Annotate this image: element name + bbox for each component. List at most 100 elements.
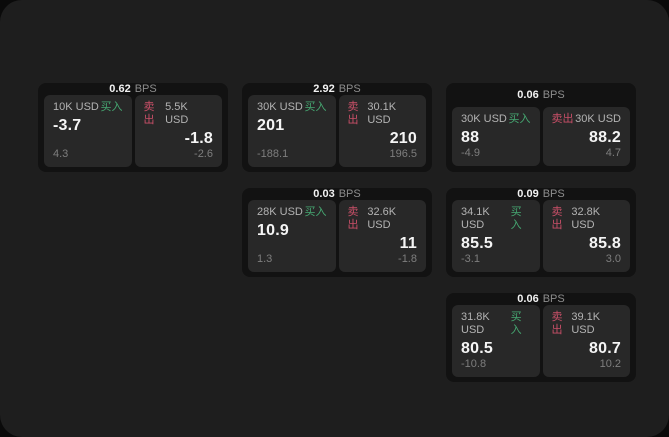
quote-card: 0.06 BPS 30K USD 买入 88 -4.9 卖出 30K USD (446, 83, 636, 172)
buy-side-label: 买入 (508, 113, 531, 125)
sell-quote-top: 卖出 30.1K USD (348, 101, 418, 127)
buy-side-label: 买入 (304, 206, 327, 218)
buy-amount: 30K USD (257, 101, 303, 113)
sell-quote-panel[interactable]: 卖出 32.8K USD 85.8 3.0 (542, 200, 630, 272)
buy-quote-top: 34.1K USD 买入 (461, 206, 531, 232)
card-body: 31.8K USD 买入 80.5 -10.8 卖出 39.1K USD 80.… (452, 305, 630, 377)
sell-amount: 30K USD (575, 113, 621, 125)
buy-side-label: 买入 (510, 206, 522, 231)
card-header: 0.06 BPS (452, 83, 630, 107)
sell-amount: 5.5K USD (165, 101, 189, 126)
card-body: 30K USD 买入 201 -188.1 卖出 30.1K USD 210 1… (248, 95, 426, 167)
quote-card: 0.62 BPS 10K USD 买入 -3.7 4.3 卖出 5.5K USD (38, 83, 228, 172)
card-header: 0.09 BPS (452, 188, 630, 200)
buy-side-label: 买入 (100, 101, 123, 113)
card-header: 0.06 BPS (452, 293, 630, 305)
card-body: 30K USD 买入 88 -4.9 卖出 30K USD 88.2 4.7 (452, 107, 630, 166)
sell-quote-panel[interactable]: 卖出 32.6K USD 11 -1.8 (338, 200, 426, 272)
buy-quote-panel[interactable]: 10K USD 买入 -3.7 4.3 (44, 95, 132, 167)
card-header: 0.62 BPS (44, 83, 222, 95)
bps-unit-label: BPS (542, 188, 565, 200)
sell-price: 80.7 (589, 340, 621, 357)
bps-value: 0.06 (517, 89, 539, 101)
card-header: 0.03 BPS (248, 188, 426, 200)
sell-side-label: 卖出 (551, 311, 563, 336)
bps-value: 0.62 (109, 83, 131, 95)
buy-amount: 30K USD (461, 113, 507, 125)
buy-price: 10.9 (257, 222, 289, 239)
sell-quote-top: 卖出 30K USD (552, 113, 622, 126)
sell-side-label: 卖出 (551, 113, 574, 125)
buy-quote-panel[interactable]: 28K USD 买入 10.9 1.3 (248, 200, 336, 272)
card-body: 34.1K USD 买入 85.5 -3.1 卖出 32.8K USD 85.8… (452, 200, 630, 272)
sell-amount: 39.1K USD (571, 311, 601, 336)
sell-side-label: 卖出 (143, 101, 155, 126)
sell-quote-top: 卖出 5.5K USD (144, 101, 214, 127)
sell-amount: 32.6K USD (367, 206, 397, 231)
card-body: 10K USD 买入 -3.7 4.3 卖出 5.5K USD -1.8 -2.… (44, 95, 222, 167)
quote-card: 2.92 BPS 30K USD 买入 201 -188.1 卖出 30.1K … (242, 83, 432, 172)
quote-card: 0.03 BPS 28K USD 买入 10.9 1.3 卖出 32.6K US… (242, 188, 432, 277)
sell-quote-panel[interactable]: 卖出 30.1K USD 210 196.5 (338, 95, 426, 167)
quote-card-grid: 0.62 BPS 10K USD 买入 -3.7 4.3 卖出 5.5K USD (38, 83, 636, 382)
sell-delta: 196.5 (389, 148, 417, 160)
sell-amount: 32.8K USD (571, 206, 601, 231)
bps-value: 0.03 (313, 188, 335, 200)
sell-delta: 4.7 (605, 147, 621, 159)
sell-side-label: 卖出 (551, 206, 563, 231)
bps-unit-label: BPS (338, 83, 361, 95)
buy-side-label: 买入 (510, 311, 522, 336)
buy-price: 201 (257, 117, 285, 134)
buy-quote-top: 28K USD 买入 (257, 206, 327, 219)
sell-delta: 10.2 (599, 358, 621, 370)
buy-delta: -4.9 (461, 147, 480, 159)
bps-unit-label: BPS (338, 188, 361, 200)
buy-quote-panel[interactable]: 31.8K USD 买入 80.5 -10.8 (452, 305, 540, 377)
buy-quote-panel[interactable]: 34.1K USD 买入 85.5 -3.1 (452, 200, 540, 272)
buy-quote-top: 30K USD 买入 (257, 101, 327, 114)
buy-amount: 34.1K USD (461, 206, 490, 231)
bps-value: 2.92 (313, 83, 335, 95)
bps-unit-label: BPS (134, 83, 157, 95)
buy-delta: -3.1 (461, 253, 480, 265)
quote-card: 0.09 BPS 34.1K USD 买入 85.5 -3.1 卖出 32.8K… (446, 188, 636, 277)
sell-price: -1.8 (184, 130, 213, 147)
buy-quote-top: 30K USD 买入 (461, 113, 531, 126)
sell-amount: 30.1K USD (367, 101, 397, 126)
buy-quote-panel[interactable]: 30K USD 买入 201 -188.1 (248, 95, 336, 167)
sell-quote-panel[interactable]: 卖出 39.1K USD 80.7 10.2 (542, 305, 630, 377)
buy-delta: -188.1 (257, 148, 289, 160)
sell-price: 11 (399, 235, 417, 252)
buy-delta: -10.8 (461, 358, 487, 370)
sell-price: 88.2 (589, 129, 621, 146)
buy-quote-panel[interactable]: 30K USD 买入 88 -4.9 (452, 107, 540, 166)
quote-card: 0.06 BPS 31.8K USD 买入 80.5 -10.8 卖出 39.1… (446, 293, 636, 382)
bps-value: 0.06 (517, 293, 539, 305)
buy-quote-top: 31.8K USD 买入 (461, 311, 531, 337)
sell-delta: -1.8 (398, 253, 417, 265)
sell-quote-panel[interactable]: 卖出 30K USD 88.2 4.7 (542, 107, 630, 166)
buy-amount: 28K USD (257, 206, 303, 218)
buy-amount: 10K USD (53, 101, 99, 113)
card-header: 2.92 BPS (248, 83, 426, 95)
card-body: 28K USD 买入 10.9 1.3 卖出 32.6K USD 11 -1.8 (248, 200, 426, 272)
sell-delta: 3.0 (605, 253, 621, 265)
sell-quote-top: 卖出 32.6K USD (348, 206, 418, 232)
sell-quote-panel[interactable]: 卖出 5.5K USD -1.8 -2.6 (134, 95, 222, 167)
buy-quote-top: 10K USD 买入 (53, 101, 123, 114)
sell-price: 210 (389, 130, 417, 147)
buy-delta: 1.3 (257, 253, 273, 265)
sell-side-label: 卖出 (347, 206, 359, 231)
buy-side-label: 买入 (304, 101, 327, 113)
sell-quote-top: 卖出 32.8K USD (552, 206, 622, 232)
buy-amount: 31.8K USD (461, 311, 490, 336)
buy-delta: 4.3 (53, 148, 69, 160)
buy-price: -3.7 (53, 117, 82, 134)
sell-delta: -2.6 (194, 148, 213, 160)
sell-side-label: 卖出 (347, 101, 359, 126)
buy-price: 88 (461, 129, 480, 146)
bps-unit-label: BPS (542, 293, 565, 305)
buy-price: 85.5 (461, 235, 493, 252)
sell-quote-top: 卖出 39.1K USD (552, 311, 622, 337)
bps-value: 0.09 (517, 188, 539, 200)
